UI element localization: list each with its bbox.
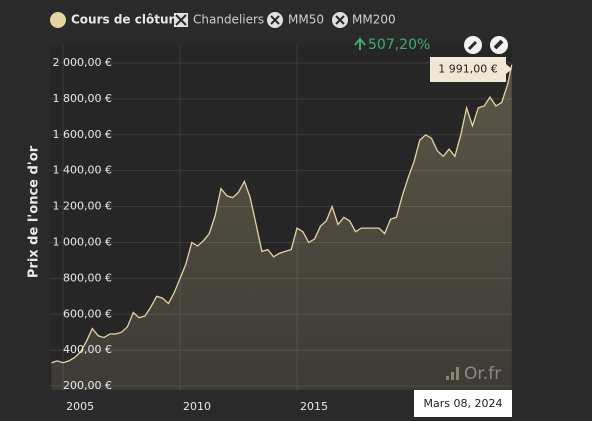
change-arrow [354,37,366,50]
value-tooltip [430,57,512,82]
y-tick-label: 2 000,00 € [53,56,112,69]
legend-toggle[interactable]: Chandeliers [193,13,264,27]
pencil-icon [467,40,478,51]
y-tick-label: 1 000,00 € [53,235,112,248]
x-tick-label: 2005 [66,400,94,413]
date-tooltip [414,390,512,417]
y-tick-label: 1 200,00 € [53,200,112,213]
legend-toggle-x [270,15,280,25]
x-tick-label: 2015 [300,400,328,413]
legend-toggle-x [175,14,187,26]
legend-swatch[interactable] [50,12,66,28]
x-tick-label: 2010 [183,400,211,413]
area [51,64,512,390]
y-tick-label: 1 400,00 € [53,164,112,177]
y-tick-label: 600,00 € [63,307,112,320]
y-tick-label: 200,00 € [63,379,112,392]
y-tick-label: 400,00 € [63,343,112,356]
line [51,64,513,364]
y-tick-label: 800,00 € [63,271,112,284]
eraser-icon [493,39,504,50]
y-tick-label: 1 600,00 € [53,128,112,141]
legend-label[interactable]: Cours de clôture [71,13,183,27]
watermark-icon [446,367,459,380]
legend-toggle[interactable]: MM200 [352,13,396,27]
value-tooltip-label: 1 991,00 € [438,63,497,76]
marks [51,64,513,390]
watermark: Or.fr [464,364,501,384]
date-tooltip-label: Mars 08, 2024 [424,397,503,410]
change-label: 507,20% [368,37,430,53]
legend-toggle-x [335,15,345,25]
legend-toggle[interactable]: MM50 [288,13,324,27]
y-tick-label: 1 800,00 € [53,92,112,105]
y-axis-label: Prix de l'once d'or [27,145,42,278]
